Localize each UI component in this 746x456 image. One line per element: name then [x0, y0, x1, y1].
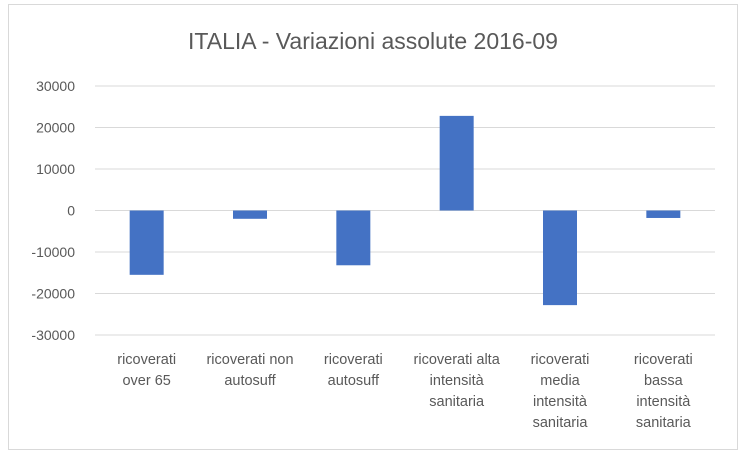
y-tick-label: 20000 [36, 120, 75, 136]
bar [646, 210, 681, 218]
x-category-label: bassa [644, 373, 684, 389]
y-tick-label: 10000 [36, 161, 75, 177]
x-category-label: ricoverati [324, 352, 383, 368]
y-tick-label: -10000 [31, 244, 75, 260]
x-category-label: ricoverati alta [414, 352, 501, 368]
y-tick-label: 30000 [36, 78, 75, 94]
x-category-label: autosuff [224, 373, 276, 389]
x-category-label: over 65 [122, 373, 170, 389]
x-category-label: ricoverati [634, 352, 693, 368]
x-category-label: media [540, 373, 580, 389]
x-category-label: intensità [533, 394, 588, 410]
x-category-label: intensità [636, 394, 691, 410]
x-category-label: ricoverati [117, 352, 176, 368]
x-category-label: intensità [430, 373, 485, 389]
y-tick-label: -20000 [31, 286, 75, 302]
x-category-label: ricoverati [531, 352, 590, 368]
y-tick-label: -30000 [31, 327, 75, 343]
y-tick-label: 0 [67, 203, 75, 219]
bar [129, 210, 164, 275]
bar [439, 115, 474, 211]
x-category-label: autosuff [328, 373, 380, 389]
x-category-label: sanitaria [533, 415, 589, 431]
bar [336, 210, 371, 266]
x-category-label: sanitaria [429, 394, 485, 410]
x-category-label: ricoverati non [206, 352, 293, 368]
bar [543, 210, 577, 306]
x-category-label: sanitaria [636, 415, 692, 431]
bar [233, 210, 267, 219]
chart-title: ITALIA - Variazioni assolute 2016-09 [188, 28, 558, 54]
